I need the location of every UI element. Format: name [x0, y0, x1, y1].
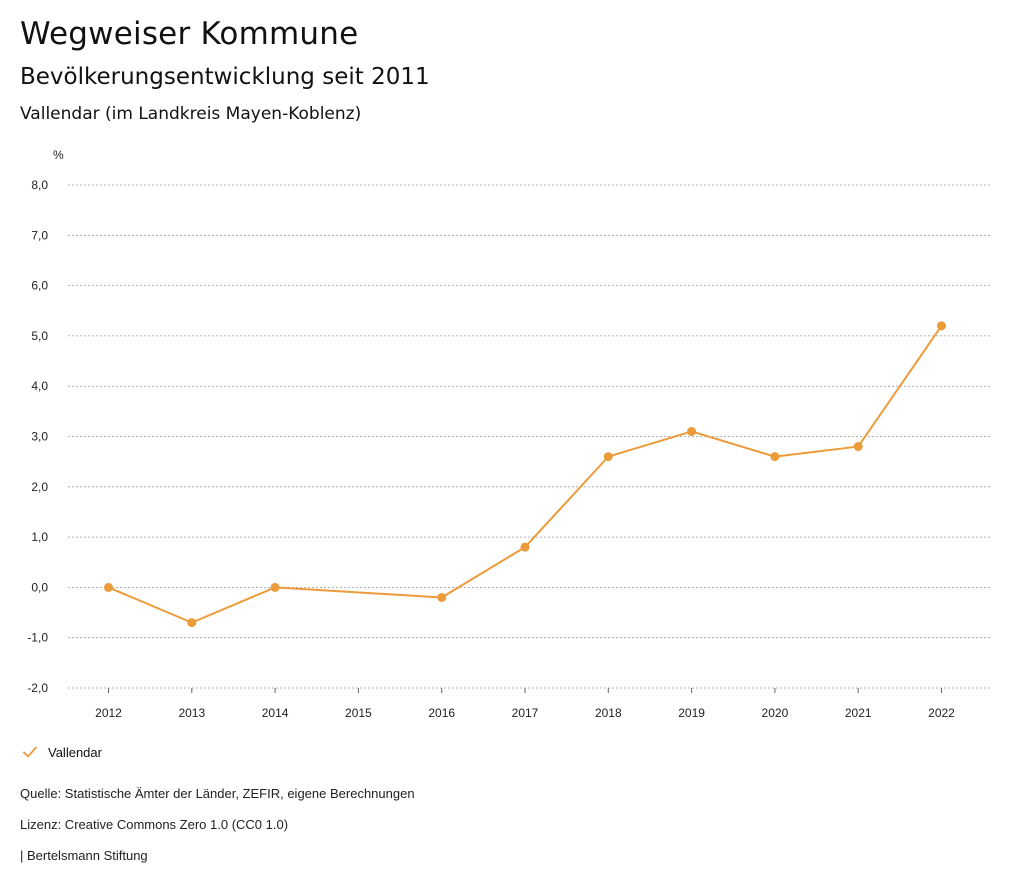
check-icon	[23, 746, 37, 758]
series-line	[108, 325, 943, 624]
x-tick-label: 2019	[678, 706, 705, 720]
line-chart: % -2,0 -1,0 0,0 1,0 2,0 3,0 4,0 5,0 6,0 7,0 8,0 20…	[27, 148, 990, 720]
x-tick-label: 2018	[595, 706, 622, 720]
x-tick-label: 2022	[928, 706, 955, 720]
x-tick-label: 2013	[178, 706, 205, 720]
y-tick-label: 8,0	[31, 178, 48, 192]
data-point	[437, 592, 447, 602]
x-tick-label: 2021	[845, 706, 872, 720]
y-tick-label: 3,0	[31, 430, 48, 444]
data-point	[937, 321, 946, 331]
y-tick-label: 0,0	[31, 580, 48, 594]
publisher-note: | Bertelsmann Stiftung	[20, 848, 148, 863]
y-tick-label: 6,0	[31, 279, 48, 293]
y-tick-label: 4,0	[31, 379, 48, 393]
chart-subtitle: Bevölkerungsentwicklung seit 2011	[20, 64, 430, 90]
page-title: Wegweiser Kommune	[20, 16, 359, 52]
gridlines	[68, 184, 990, 689]
y-tick-label: 5,0	[31, 329, 48, 343]
series-vallendar	[104, 321, 946, 628]
data-point	[853, 442, 863, 452]
license-note: Lizenz: Creative Commons Zero 1.0 (CC0 1…	[20, 817, 289, 832]
x-tick-label: 2014	[262, 706, 289, 720]
y-axis-ticks: -2,0 -1,0 0,0 1,0 2,0 3,0 4,0 5,0 6,0 7,0 8,0	[27, 178, 48, 695]
y-tick-label: 7,0	[31, 228, 48, 242]
y-tick-label: -2,0	[27, 681, 48, 695]
x-tick-label: 2020	[762, 706, 789, 720]
x-tick-label: 2015	[345, 706, 372, 720]
data-point	[603, 452, 613, 462]
data-point	[270, 582, 280, 592]
data-point	[104, 582, 113, 592]
data-point	[187, 618, 197, 628]
x-tick-label: 2016	[428, 706, 455, 720]
x-tick-label: 2012	[95, 706, 122, 720]
y-tick-label: 1,0	[31, 530, 48, 544]
region-label: Vallendar (im Landkreis Mayen-Koblenz)	[20, 104, 362, 124]
x-tick-label: 2017	[512, 706, 539, 720]
y-axis-unit: %	[53, 148, 64, 162]
data-point	[520, 542, 530, 552]
y-tick-label: -1,0	[27, 631, 48, 645]
source-note: Quelle: Statistische Ämter der Länder, Z…	[20, 786, 415, 801]
x-axis: 2012 2013 2014 2015 2016 2017 2018 2019 2020 2021…	[95, 688, 955, 720]
data-point	[770, 452, 780, 462]
y-tick-label: 2,0	[31, 480, 48, 494]
legend-item-vallendar[interactable]: Vallendar	[22, 744, 102, 760]
legend-label: Vallendar	[48, 744, 102, 760]
data-point	[687, 426, 697, 436]
